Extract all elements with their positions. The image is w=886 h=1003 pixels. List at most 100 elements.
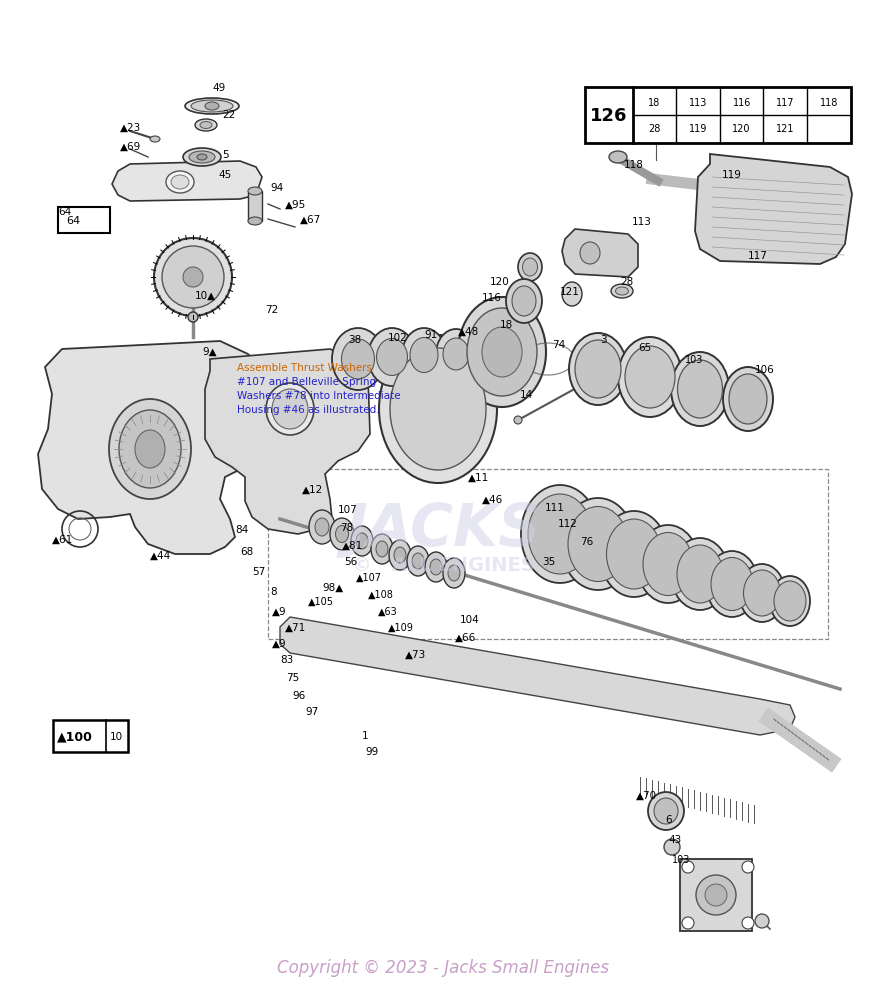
Ellipse shape <box>609 151 627 163</box>
Ellipse shape <box>248 188 262 196</box>
Ellipse shape <box>315 519 329 537</box>
Text: 43: 43 <box>668 834 681 845</box>
Text: 10: 10 <box>110 731 123 741</box>
Text: ▲108: ▲108 <box>368 590 394 600</box>
Polygon shape <box>695 154 852 265</box>
Polygon shape <box>280 618 795 735</box>
Text: ▲81: ▲81 <box>342 541 363 551</box>
Text: 18: 18 <box>649 98 661 108</box>
Ellipse shape <box>191 101 233 113</box>
Ellipse shape <box>696 876 736 915</box>
Ellipse shape <box>523 259 538 277</box>
Ellipse shape <box>518 254 542 282</box>
Text: 49: 49 <box>212 83 225 93</box>
Ellipse shape <box>677 546 723 604</box>
Ellipse shape <box>336 526 348 543</box>
Ellipse shape <box>521 485 599 584</box>
Text: ©   ALL ENGINES: © ALL ENGINES <box>352 555 534 574</box>
Text: 116: 116 <box>482 293 501 303</box>
Text: 6: 6 <box>665 814 672 824</box>
Ellipse shape <box>436 330 476 379</box>
Text: 113: 113 <box>632 217 652 227</box>
Circle shape <box>664 840 680 856</box>
Text: ▲61: ▲61 <box>52 535 74 545</box>
Polygon shape <box>38 342 265 555</box>
Text: 117: 117 <box>748 251 768 261</box>
Ellipse shape <box>678 361 722 418</box>
Ellipse shape <box>512 287 536 317</box>
Ellipse shape <box>356 534 368 550</box>
Ellipse shape <box>368 329 416 386</box>
Ellipse shape <box>197 154 207 160</box>
Text: 83: 83 <box>280 654 293 664</box>
Text: 84: 84 <box>235 525 248 535</box>
Text: #107 and Belleville Spring: #107 and Belleville Spring <box>237 377 377 387</box>
Ellipse shape <box>568 507 628 582</box>
Text: 56: 56 <box>344 557 357 567</box>
Text: 22: 22 <box>222 110 236 120</box>
Ellipse shape <box>119 410 181 488</box>
Ellipse shape <box>706 552 758 618</box>
Text: Washers #78 into Intermediate: Washers #78 into Intermediate <box>237 391 401 401</box>
Ellipse shape <box>389 541 411 571</box>
Ellipse shape <box>351 527 373 557</box>
Text: Copyright © 2023 - Jacks Small Engines: Copyright © 2023 - Jacks Small Engines <box>277 958 609 976</box>
Text: 97: 97 <box>305 706 318 716</box>
Ellipse shape <box>379 336 497 483</box>
Ellipse shape <box>643 533 693 596</box>
Polygon shape <box>205 350 370 535</box>
Ellipse shape <box>625 347 675 408</box>
Bar <box>680 860 752 931</box>
Text: 120: 120 <box>490 277 509 287</box>
Ellipse shape <box>195 120 217 131</box>
Text: Housing #46 as illustrated.: Housing #46 as illustrated. <box>237 405 380 415</box>
Ellipse shape <box>166 172 194 194</box>
Text: 65: 65 <box>638 343 651 353</box>
Text: 118: 118 <box>820 98 838 108</box>
Ellipse shape <box>377 339 408 376</box>
Text: 28: 28 <box>649 123 661 133</box>
Ellipse shape <box>467 309 537 396</box>
Ellipse shape <box>135 430 165 468</box>
Text: 121: 121 <box>776 123 795 133</box>
Ellipse shape <box>394 548 406 564</box>
Text: 35: 35 <box>542 557 556 567</box>
Text: 91: 91 <box>424 330 438 340</box>
Circle shape <box>742 862 754 874</box>
Ellipse shape <box>248 218 262 226</box>
Polygon shape <box>562 230 638 278</box>
Bar <box>53 720 128 752</box>
Ellipse shape <box>200 122 212 129</box>
Ellipse shape <box>569 334 627 405</box>
Text: 112: 112 <box>558 519 578 529</box>
Text: 119: 119 <box>722 170 742 180</box>
Text: 18: 18 <box>500 320 513 330</box>
Ellipse shape <box>607 520 662 590</box>
Text: ▲9: ▲9 <box>272 607 287 617</box>
Text: ▲66: ▲66 <box>455 632 477 642</box>
Ellipse shape <box>412 554 424 570</box>
Ellipse shape <box>150 136 160 142</box>
Text: ▲107: ▲107 <box>356 573 382 583</box>
Text: ▲69: ▲69 <box>120 141 141 151</box>
Ellipse shape <box>611 285 633 299</box>
Ellipse shape <box>205 103 219 111</box>
Ellipse shape <box>723 368 773 431</box>
Text: 99: 99 <box>365 746 378 756</box>
Text: 126: 126 <box>590 107 627 124</box>
Ellipse shape <box>600 512 668 598</box>
Text: 68: 68 <box>240 547 253 557</box>
Text: 106: 106 <box>755 365 774 375</box>
Ellipse shape <box>189 151 215 163</box>
Ellipse shape <box>705 884 727 906</box>
Text: 117: 117 <box>776 98 795 108</box>
Text: 118: 118 <box>624 159 644 170</box>
Text: 96: 96 <box>292 690 306 700</box>
Ellipse shape <box>332 329 384 390</box>
Text: ▲70: ▲70 <box>636 790 657 800</box>
Ellipse shape <box>506 280 542 324</box>
Text: ▲12: ▲12 <box>302 484 323 494</box>
Ellipse shape <box>743 571 781 617</box>
Text: 119: 119 <box>689 123 707 133</box>
Text: JACKS: JACKS <box>346 502 540 558</box>
